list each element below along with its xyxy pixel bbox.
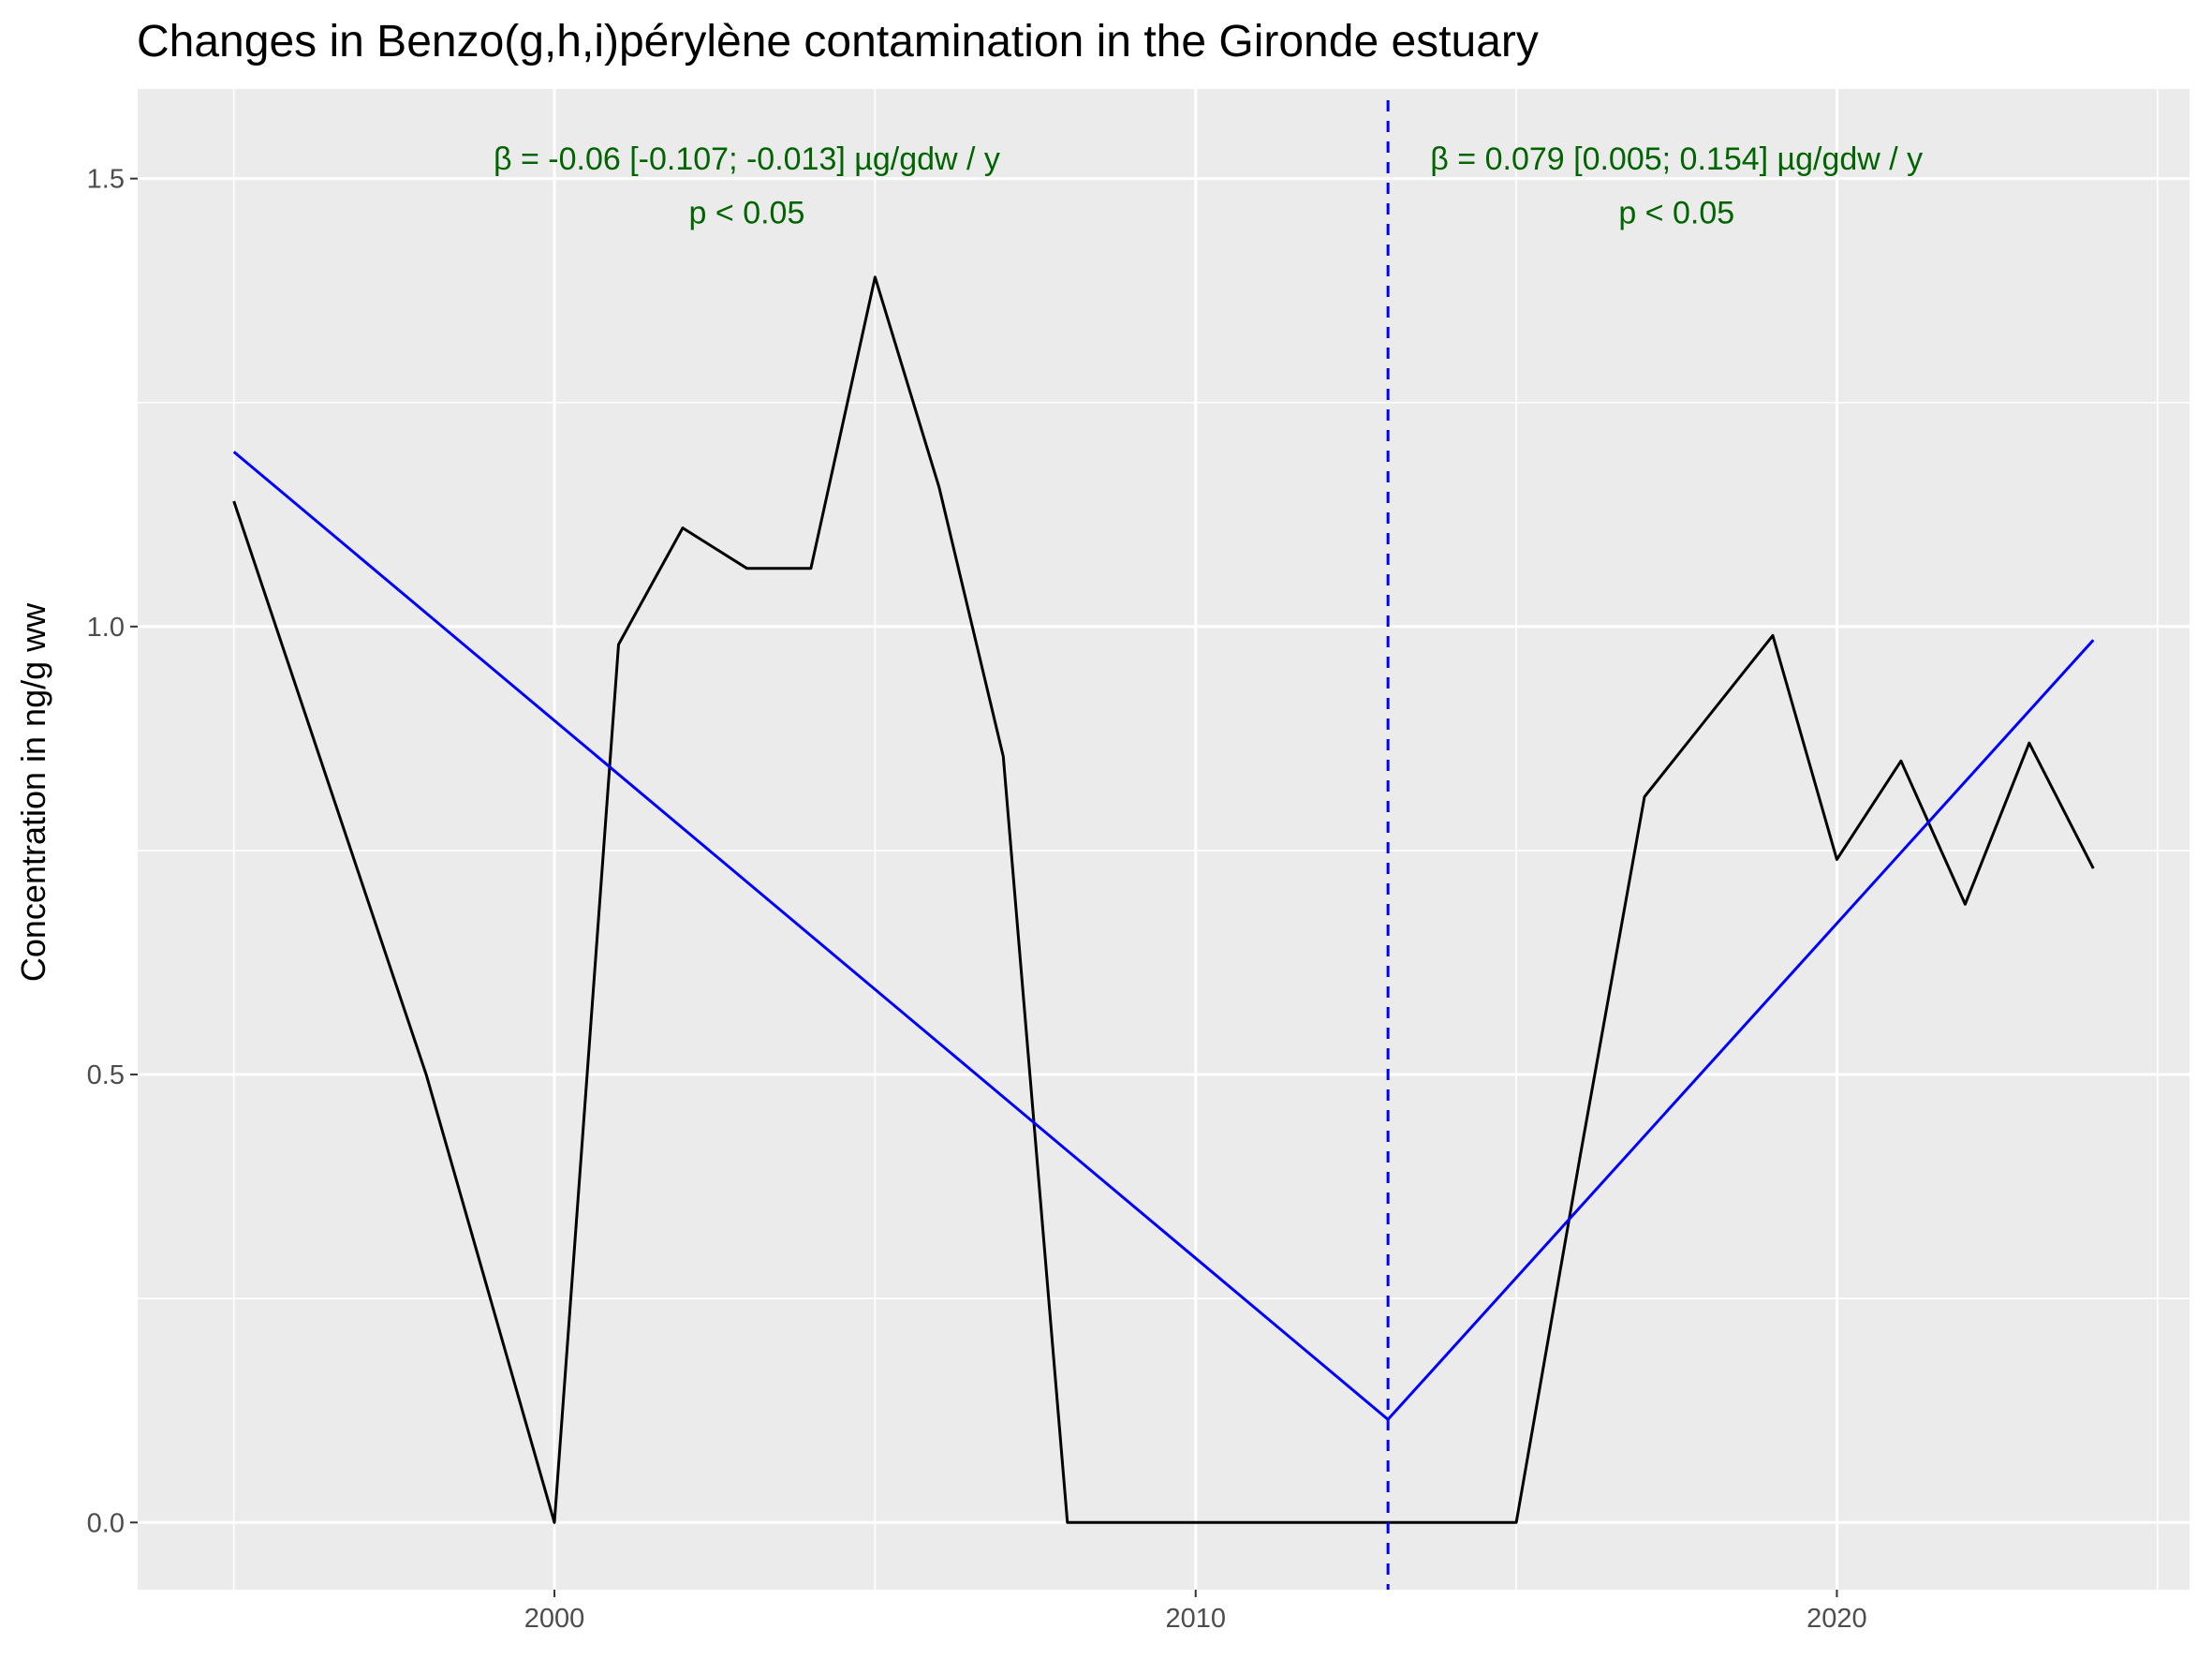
x-tick-label: 2020 bbox=[1806, 1604, 1867, 1634]
x-tick-label: 2000 bbox=[524, 1604, 585, 1634]
annotation-text: β = -0.06 [-0.107; -0.013] µg/gdw / y bbox=[494, 141, 1000, 177]
series-layer bbox=[232, 100, 2095, 1590]
annotation-text: p < 0.05 bbox=[1618, 195, 1734, 230]
chart-title: Changes in Benzo(g,h,i)pérylène contamin… bbox=[137, 17, 1539, 67]
y-axis-label: Concentration in ng/g ww bbox=[14, 602, 52, 982]
y-tick-label: 0.5 bbox=[87, 1060, 125, 1090]
major-gridlines bbox=[138, 89, 2190, 1590]
plot-panel bbox=[138, 89, 2190, 1590]
annotation-text: p < 0.05 bbox=[689, 195, 805, 230]
annotation-layer: β = -0.06 [-0.107; -0.013] µg/gdw / y p <… bbox=[494, 141, 1923, 230]
y-tick-label: 1.5 bbox=[87, 165, 125, 195]
minor-gridlines bbox=[138, 89, 2190, 1590]
annotation-text: β = 0.079 [0.005; 0.154] µg/gdw / y bbox=[1430, 141, 1923, 177]
axis-tick-labels: 2000 2010 2020 0.0 0.5 1.0 1.5 bbox=[87, 165, 1867, 1634]
y-tick-label: 1.0 bbox=[87, 613, 125, 643]
x-tick-label: 2010 bbox=[1165, 1604, 1226, 1634]
axis-ticks bbox=[130, 177, 1838, 1597]
y-tick-label: 0.0 bbox=[87, 1508, 125, 1538]
concentration-series-line bbox=[232, 275, 2095, 1524]
